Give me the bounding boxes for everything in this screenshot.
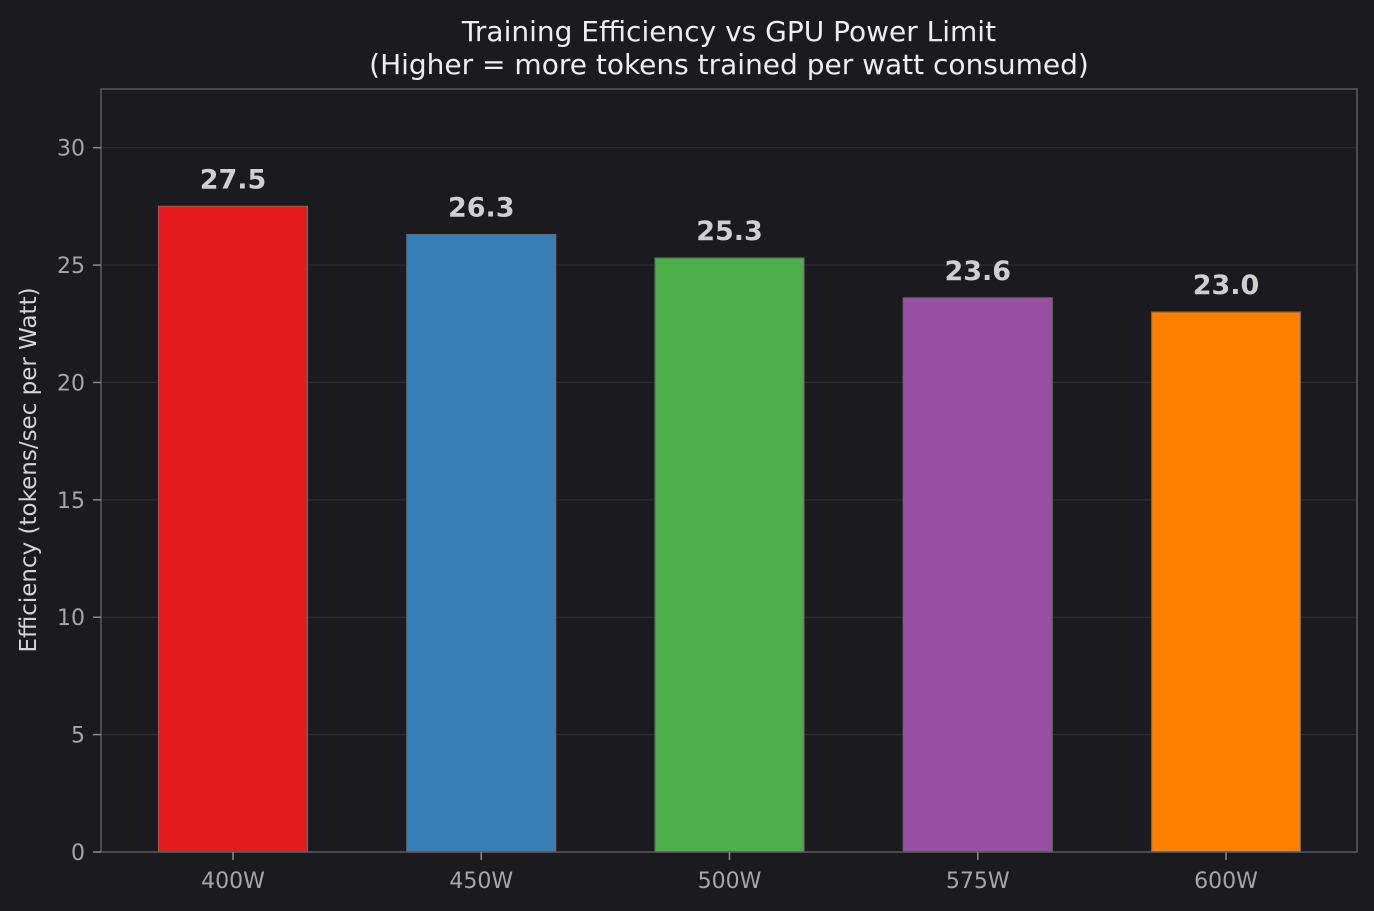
x-tick-label: 400W [201,869,265,894]
bar [157,205,309,853]
x-tick-label: 450W [449,869,513,894]
y-tick-label: 5 [71,724,85,749]
y-tick-label: 15 [57,489,85,514]
bar [406,233,557,853]
x-tick-label: 600W [1194,869,1258,894]
y-tick-label: 10 [57,606,85,631]
value-labels: 27.5 26.3 25.3 23.6 23.0 [200,164,1260,301]
bars [157,205,1302,853]
bar [654,257,805,853]
y-tick-label: 30 [57,137,85,162]
bar [1150,311,1302,853]
chart-subtitle: (Higher = more tokens trained per watt c… [369,48,1089,81]
y-axis: 0 5 10 15 20 25 30 [57,137,101,866]
bar-value-label: 23.6 [944,256,1011,287]
bar-value-label: 27.5 [200,164,267,195]
y-tick-label: 0 [71,841,85,866]
bar-value-label: 26.3 [448,193,515,224]
y-tick-label: 25 [57,254,85,279]
x-axis: 400W 450W 500W 575W 600W [201,852,1258,894]
x-tick-label: 500W [698,869,762,894]
chart-title: Training Efficiency vs GPU Power Limit [461,15,996,48]
y-axis-label: Efficiency (tokens/sec per Watt) [16,287,42,652]
bar-value-label: 25.3 [696,216,763,247]
x-tick-label: 575W [946,869,1010,894]
bar [902,297,1053,853]
bar-value-label: 23.0 [1193,270,1260,301]
y-tick-label: 20 [57,371,85,396]
